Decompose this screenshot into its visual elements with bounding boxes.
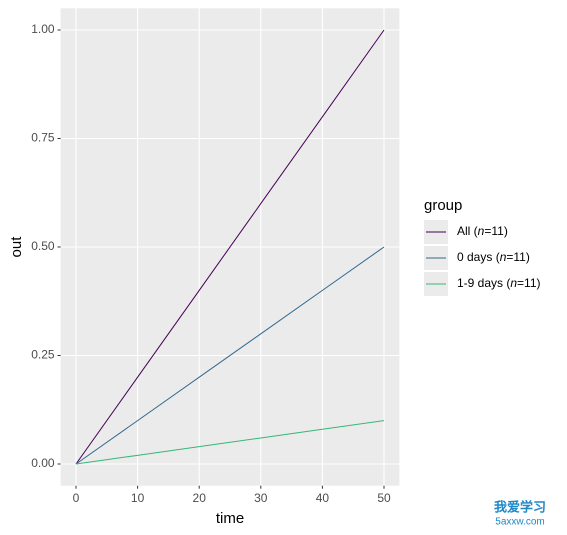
y-tick-label: 0.50 bbox=[31, 239, 55, 253]
series-line bbox=[75, 246, 385, 465]
watermark: 我爱学习 bbox=[494, 499, 546, 514]
series-line bbox=[75, 29, 385, 465]
legend-title: group bbox=[424, 197, 462, 214]
x-tick-label: 50 bbox=[377, 491, 391, 505]
y-tick-label: 0.25 bbox=[31, 348, 55, 362]
series-line bbox=[75, 420, 385, 465]
y-tick-label: 1.00 bbox=[31, 22, 55, 36]
legend-label: 0 days (n=11) bbox=[457, 250, 530, 264]
x-tick-label: 30 bbox=[254, 491, 268, 505]
legend-label: 1-9 days (n=11) bbox=[457, 276, 541, 290]
legend-label: All (n=11) bbox=[457, 224, 508, 238]
y-axis-label: out bbox=[8, 236, 25, 258]
x-tick-label: 0 bbox=[73, 491, 80, 505]
x-tick-label: 10 bbox=[131, 491, 145, 505]
y-tick-label: 0.00 bbox=[31, 456, 55, 470]
x-axis-label: time bbox=[216, 510, 244, 527]
watermark-url: 5axxw.com bbox=[495, 517, 544, 528]
y-tick-label: 0.75 bbox=[31, 131, 55, 145]
x-tick-label: 20 bbox=[193, 491, 207, 505]
x-tick-label: 40 bbox=[316, 491, 330, 505]
